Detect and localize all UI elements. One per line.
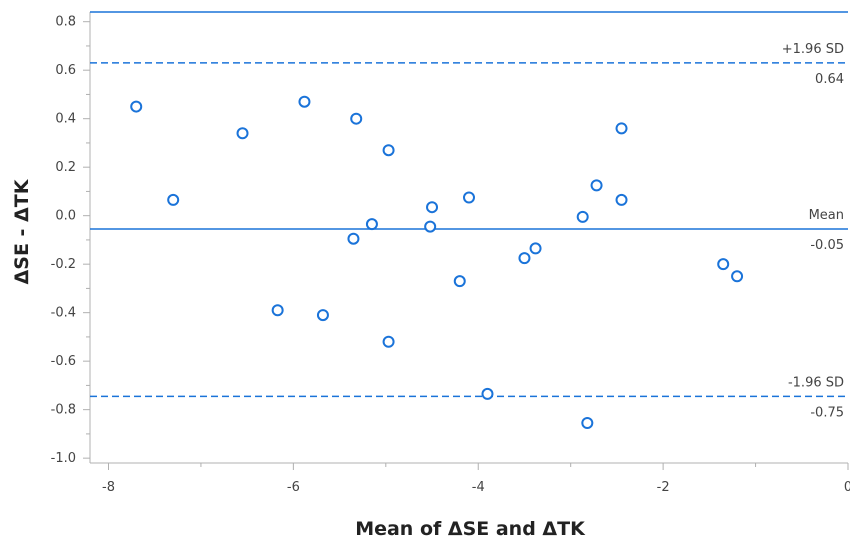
data-point — [130, 100, 143, 113]
x-tick-label: -2 — [657, 480, 670, 495]
data-point — [298, 95, 311, 108]
x-tick-label: -8 — [102, 480, 115, 495]
data-point — [615, 122, 628, 135]
x-axis-title: Mean of ΔSE and ΔTK — [355, 518, 586, 540]
x-tick-label: 0 — [844, 480, 850, 495]
data-point — [426, 201, 439, 214]
reference-lines: +1.96 SD 0.64 Mean -0.05 -1.96 SD -0.75 — [90, 42, 848, 420]
upper-value: 0.64 — [815, 72, 844, 87]
data-point — [347, 232, 360, 245]
y-tick-label: -1.0 — [51, 451, 76, 466]
data-point — [453, 275, 466, 288]
data-point — [382, 144, 395, 157]
y-tick-label: 0.0 — [55, 209, 76, 224]
x-tick-label: -6 — [287, 480, 300, 495]
data-point — [463, 191, 475, 204]
data-point — [350, 112, 363, 125]
y-tick-label: 0.8 — [55, 15, 76, 30]
x-tick-label: -4 — [472, 480, 485, 495]
y-tick-label: 0.4 — [55, 112, 76, 127]
data-point — [615, 193, 628, 206]
mean-value: -0.05 — [810, 238, 844, 253]
y-tick-label: -0.2 — [51, 257, 76, 272]
data-point — [518, 252, 531, 265]
data-point — [382, 335, 395, 348]
data-point — [717, 258, 730, 271]
data-points — [130, 95, 744, 429]
mean-label: Mean — [809, 208, 844, 223]
data-point — [590, 179, 603, 192]
data-point — [271, 304, 284, 317]
data-point — [167, 193, 180, 206]
y-tick-label: 0.2 — [55, 160, 76, 175]
data-point — [731, 270, 744, 283]
y-tick-label: -0.4 — [51, 306, 76, 321]
lower-value: -0.75 — [810, 405, 844, 420]
upper-label: +1.96 SD — [782, 42, 844, 57]
data-point — [581, 416, 594, 429]
data-point — [529, 242, 542, 255]
data-point — [316, 309, 329, 322]
y-tick-label: 0.6 — [55, 63, 76, 78]
data-point — [236, 127, 249, 140]
y-tick-label: -0.6 — [51, 354, 76, 369]
data-point — [576, 210, 589, 223]
y-tick-label: -0.8 — [51, 403, 76, 418]
data-point — [481, 387, 494, 400]
y-axis-title: ΔSE - ΔTK — [11, 178, 33, 284]
lower-label: -1.96 SD — [788, 375, 844, 390]
data-point — [365, 218, 378, 231]
data-point — [424, 220, 437, 233]
axes: -1.0 -0.8 -0.6 -0.4 -0.2 0.0 0.2 0.4 0.6 0.8 -8 -6 -… — [51, 11, 850, 495]
